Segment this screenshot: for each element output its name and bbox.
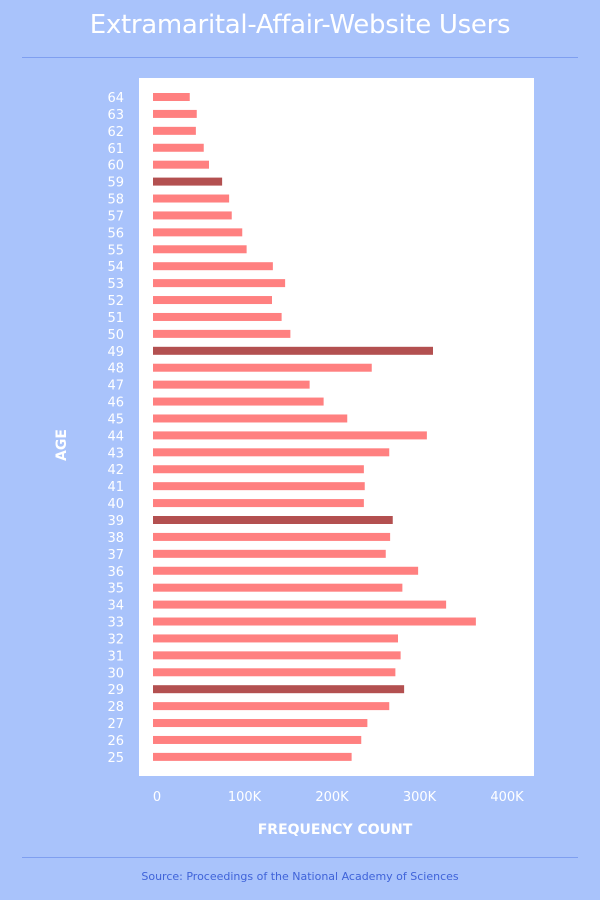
y-tick-label: 62 bbox=[107, 125, 124, 140]
y-tick-label: 64 bbox=[107, 91, 124, 106]
y-tick-label: 37 bbox=[107, 548, 124, 563]
y-tick-label: 31 bbox=[107, 649, 124, 664]
y-tick-label: 49 bbox=[107, 345, 124, 360]
y-tick-label: 52 bbox=[107, 294, 124, 309]
bar-age-36 bbox=[153, 566, 419, 575]
y-tick-label: 59 bbox=[107, 176, 124, 191]
bar-age-34 bbox=[153, 600, 447, 609]
bar-age-27 bbox=[153, 719, 368, 728]
x-tick-label: 100K bbox=[228, 790, 262, 805]
y-tick-label: 43 bbox=[107, 446, 124, 461]
bar-age-57 bbox=[153, 211, 232, 220]
bar-age-32 bbox=[153, 634, 398, 643]
y-tick-label: 29 bbox=[107, 683, 124, 698]
y-tick-label: 27 bbox=[107, 717, 124, 732]
y-tick-label: 30 bbox=[107, 666, 124, 681]
x-axis-label: FREQUENCY COUNT bbox=[257, 822, 413, 838]
bar-age-50 bbox=[153, 329, 291, 338]
bar-age-45 bbox=[153, 414, 348, 423]
bar-age-44 bbox=[153, 431, 427, 440]
bar-age-56 bbox=[153, 228, 243, 237]
bar-age-63 bbox=[153, 109, 197, 118]
y-tick-label: 39 bbox=[107, 514, 124, 529]
x-tick-label: 200K bbox=[315, 790, 349, 805]
bar-age-51 bbox=[153, 312, 282, 321]
bar-age-61 bbox=[153, 143, 204, 152]
bar-age-53 bbox=[153, 279, 286, 288]
y-tick-label: 38 bbox=[107, 531, 124, 546]
y-tick-label: 60 bbox=[107, 159, 124, 174]
y-tick-label: 46 bbox=[107, 396, 124, 411]
y-tick-label: 57 bbox=[107, 209, 124, 224]
bar-age-64 bbox=[153, 93, 190, 101]
y-tick-label: 40 bbox=[107, 497, 124, 512]
plot-area bbox=[139, 78, 534, 776]
y-tick-label: 63 bbox=[107, 108, 124, 123]
bar-age-58 bbox=[153, 194, 230, 203]
y-tick-label: 51 bbox=[107, 311, 124, 326]
bar-age-52 bbox=[153, 296, 272, 305]
y-tick-label: 58 bbox=[107, 193, 124, 208]
y-tick-label: 61 bbox=[107, 142, 124, 157]
bar-age-55 bbox=[153, 245, 247, 254]
y-tick-label: 44 bbox=[107, 429, 124, 444]
bar-age-38 bbox=[153, 532, 391, 541]
bar-age-29 bbox=[153, 685, 405, 694]
x-tick-label: 400K bbox=[490, 790, 524, 805]
y-tick-label: 54 bbox=[107, 260, 124, 275]
bar-age-47 bbox=[153, 380, 310, 389]
bar-age-43 bbox=[153, 448, 390, 457]
y-tick-label: 25 bbox=[107, 751, 124, 766]
bar-age-46 bbox=[153, 397, 324, 406]
y-tick-label: 42 bbox=[107, 463, 124, 478]
bar-age-40 bbox=[153, 499, 364, 508]
bottom-divider bbox=[22, 857, 578, 858]
bar-age-42 bbox=[153, 465, 364, 474]
bar-age-60 bbox=[153, 160, 209, 169]
y-tick-label: 34 bbox=[107, 599, 124, 614]
y-tick-label: 26 bbox=[107, 734, 124, 749]
bar-age-41 bbox=[153, 482, 365, 491]
y-tick-label: 36 bbox=[107, 565, 124, 580]
bar-age-25 bbox=[153, 752, 352, 761]
y-tick-label: 55 bbox=[107, 243, 124, 258]
x-tick-label: 300K bbox=[403, 790, 437, 805]
y-tick-label: 50 bbox=[107, 328, 124, 343]
y-tick-label: 47 bbox=[107, 379, 124, 394]
y-tick-label: 28 bbox=[107, 700, 124, 715]
top-divider bbox=[22, 57, 578, 58]
bar-age-62 bbox=[153, 126, 196, 135]
y-tick-label: 56 bbox=[107, 226, 124, 241]
y-tick-label: 33 bbox=[107, 616, 124, 631]
y-axis-label: AGE bbox=[54, 429, 70, 461]
bar-age-26 bbox=[153, 735, 362, 744]
bar-age-39 bbox=[153, 516, 393, 524]
bar-age-37 bbox=[153, 549, 386, 558]
bar-age-28 bbox=[153, 702, 390, 711]
bar-age-30 bbox=[153, 668, 396, 677]
bar-age-49 bbox=[153, 346, 433, 355]
bar-age-31 bbox=[153, 651, 401, 660]
chart-title: Extramarital-Affair-Website Users bbox=[89, 10, 511, 40]
y-tick-label: 45 bbox=[107, 412, 124, 427]
bar-age-33 bbox=[153, 617, 476, 626]
x-tick-label: 0 bbox=[153, 790, 161, 805]
bar-age-48 bbox=[153, 363, 372, 372]
bar-age-54 bbox=[153, 262, 273, 271]
y-tick-label: 41 bbox=[107, 480, 124, 495]
y-tick-label: 32 bbox=[107, 632, 124, 647]
source-note: Source: Proceedings of the National Acad… bbox=[141, 870, 459, 883]
y-tick-label: 53 bbox=[107, 277, 124, 292]
bar-age-35 bbox=[153, 583, 403, 592]
y-tick-label: 48 bbox=[107, 362, 124, 377]
y-tick-label: 35 bbox=[107, 582, 124, 597]
bar-age-59 bbox=[153, 177, 223, 186]
